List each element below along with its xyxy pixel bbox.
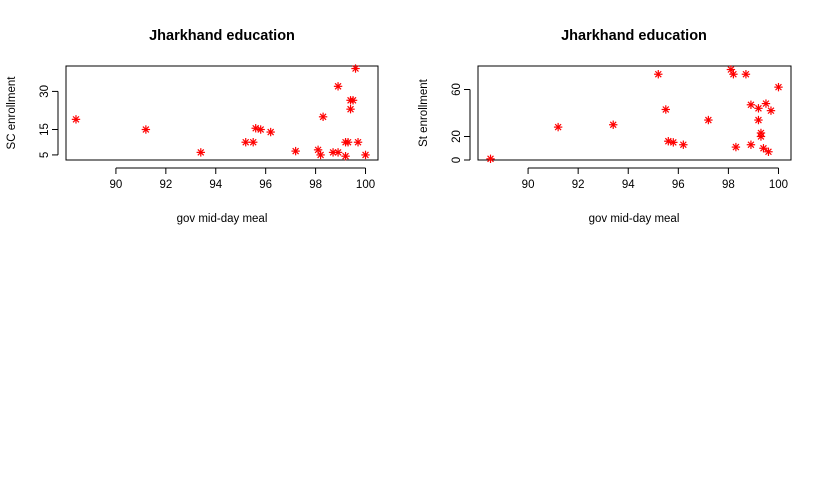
x-tick-label: 100 <box>769 179 788 191</box>
data-point <box>746 100 756 109</box>
x-tick-label: 92 <box>159 179 172 191</box>
data-point <box>249 138 258 147</box>
data-point <box>766 106 776 115</box>
data-point <box>661 105 670 114</box>
data-point <box>553 122 563 132</box>
y-axis: 5 15 30 <box>39 85 59 158</box>
data-point <box>241 138 250 147</box>
x-tick-label: 94 <box>209 179 222 191</box>
x-tick-label: 90 <box>522 179 535 191</box>
data-point <box>664 137 673 146</box>
x-tick-label: 90 <box>110 179 123 191</box>
data-points <box>486 65 783 164</box>
y-tick-label: 60 <box>451 83 463 96</box>
data-point <box>353 138 363 147</box>
data-point <box>361 150 370 160</box>
st-enrollment-scatter-panel: Jharkhand education gov mid-day meal St … <box>418 28 792 225</box>
data-point <box>266 127 275 137</box>
data-point <box>669 138 678 147</box>
y-tick-label: 15 <box>39 123 51 136</box>
data-point <box>729 70 738 79</box>
data-point <box>346 104 355 114</box>
data-point <box>746 140 756 149</box>
x-tick-label: 100 <box>356 179 375 191</box>
data-point <box>654 70 663 79</box>
data-point <box>343 138 353 147</box>
data-point <box>704 115 713 125</box>
data-point <box>291 146 300 156</box>
data-point <box>754 104 763 113</box>
data-point <box>731 142 741 152</box>
sc-enrollment-scatter-panel: Jharkhand education gov mid-day meal SC … <box>6 28 379 225</box>
data-point <box>256 125 265 134</box>
data-point <box>196 148 205 157</box>
data-point <box>348 96 358 105</box>
x-tick-label: 98 <box>722 179 735 191</box>
y-axis-label: St enrollment <box>418 78 430 147</box>
chart-title: Jharkhand education <box>561 28 707 44</box>
x-axis-label: gov mid-day meal <box>589 213 680 225</box>
data-point <box>316 150 325 160</box>
data-point <box>333 82 343 91</box>
data-point <box>759 144 768 153</box>
data-point <box>141 125 151 134</box>
x-tick-label: 96 <box>672 179 685 191</box>
plot-box <box>65 65 379 161</box>
y-axis-label: SC enrollment <box>6 76 18 150</box>
data-points <box>71 64 370 161</box>
data-point <box>71 115 81 124</box>
x-tick-label: 98 <box>309 179 322 191</box>
y-tick-label: 30 <box>39 85 51 98</box>
x-tick-label: 96 <box>259 179 272 191</box>
chart-title: Jharkhand education <box>149 28 295 44</box>
x-axis: 90 92 94 96 98 100 <box>110 167 375 191</box>
x-tick-label: 92 <box>572 179 585 191</box>
data-point <box>486 154 495 164</box>
data-point <box>251 124 260 133</box>
x-axis: 90 92 94 96 98 100 <box>522 167 788 191</box>
data-point <box>756 132 766 141</box>
data-point <box>774 82 783 92</box>
plot-box <box>477 65 792 161</box>
y-tick-label: 20 <box>451 130 463 143</box>
y-tick-label: 0 <box>451 157 463 163</box>
data-point <box>609 120 618 129</box>
y-tick-label: 5 <box>39 152 51 158</box>
data-point <box>318 112 328 122</box>
x-tick-label: 94 <box>622 179 635 191</box>
data-point <box>754 115 763 125</box>
data-point <box>761 99 771 108</box>
data-point <box>333 148 343 157</box>
data-point <box>351 64 360 73</box>
y-axis: 0 20 60 <box>451 83 471 163</box>
data-point <box>741 70 751 79</box>
data-point <box>764 147 773 156</box>
data-point <box>679 140 688 149</box>
data-point <box>341 151 350 161</box>
x-axis-label: gov mid-day meal <box>177 213 268 225</box>
